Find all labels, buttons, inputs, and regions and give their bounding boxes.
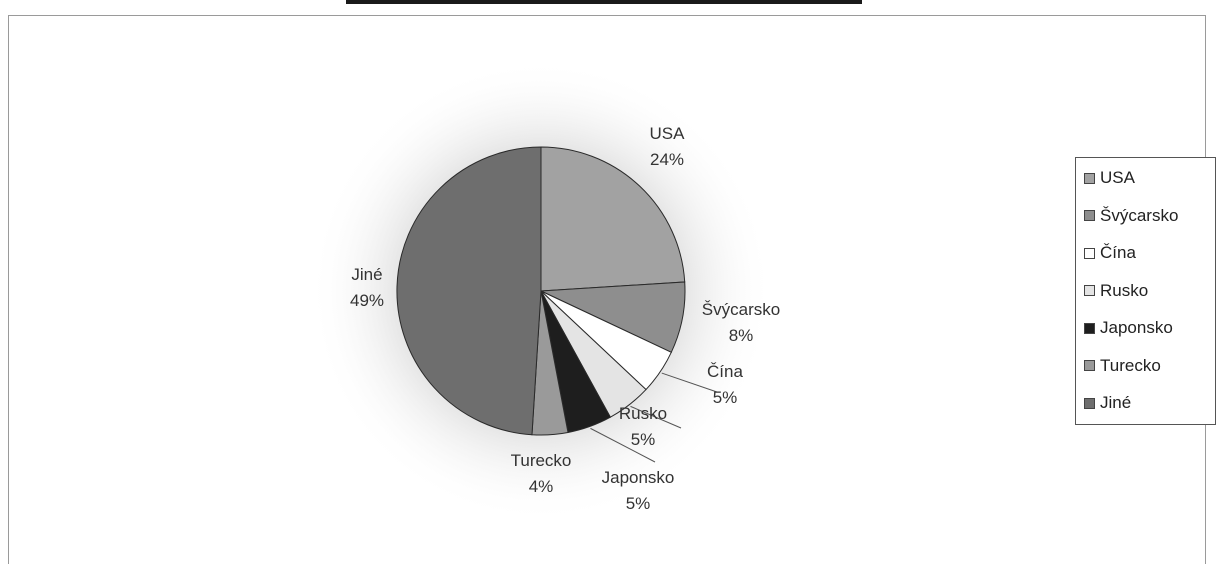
legend-item-jine: Jiné — [1084, 392, 1131, 414]
legend-swatch — [1084, 397, 1095, 409]
legend-label: Švýcarsko — [1100, 205, 1179, 225]
data-label-jine: Jiné 49% — [350, 265, 384, 310]
legend-item-turecko: Turecko — [1084, 355, 1161, 377]
data-label-percent: 8% — [729, 326, 754, 345]
legend-swatch — [1084, 172, 1095, 184]
legend-label: Čína — [1100, 243, 1136, 262]
data-label-name: Jiné — [351, 265, 382, 284]
legend-label: USA — [1100, 168, 1135, 187]
legend-swatch — [1084, 322, 1095, 334]
data-label-turecko: Turecko 4% — [511, 451, 572, 496]
data-label-percent: 49% — [350, 291, 384, 310]
pie-slice-jine — [396, 146, 542, 436]
data-label-percent: 24% — [650, 150, 684, 169]
data-label-name: Rusko — [619, 404, 667, 423]
data-label-cina: Čína 5% — [707, 362, 743, 407]
legend-swatch — [1084, 247, 1095, 259]
legend-item-svycarsko: Švýcarsko — [1084, 205, 1178, 227]
title-strip — [346, 0, 862, 4]
pie-slice-usa — [540, 146, 686, 292]
legend-label: Japonsko — [1100, 318, 1173, 337]
data-label-svycarsko: Švýcarsko 8% — [702, 300, 780, 345]
data-label-percent: 4% — [529, 477, 554, 496]
legend-item-japonsko: Japonsko — [1084, 317, 1173, 339]
leader-line-rusko — [630, 405, 682, 429]
legend-label: Turecko — [1100, 355, 1161, 375]
legend: USA Švýcarsko Čína Rusko Japonsko Turecko Jiné — [1075, 157, 1216, 425]
legend-swatch — [1084, 360, 1095, 371]
legend-item-rusko: Rusko — [1084, 280, 1148, 302]
legend-label: Jiné — [1100, 393, 1132, 412]
legend-item-cina: Čína — [1084, 242, 1136, 264]
legend-swatch — [1084, 285, 1095, 296]
data-label-percent: 5% — [626, 494, 651, 513]
data-label-name: USA — [650, 124, 686, 143]
data-label-percent: 5% — [713, 388, 738, 407]
legend-swatch — [1084, 210, 1095, 221]
leader-line-japonsko — [590, 427, 656, 463]
legend-item-usa: USA — [1084, 167, 1135, 189]
leader-line-cina — [661, 372, 718, 393]
data-label-japonsko: Japonsko 5% — [602, 468, 675, 513]
data-label-name: Čína — [707, 362, 743, 381]
data-label-rusko: Rusko 5% — [619, 404, 667, 449]
data-label-usa: USA 24% — [650, 124, 686, 169]
data-label-name: Japonsko — [602, 468, 675, 487]
data-label-name: Turecko — [511, 451, 572, 470]
data-label-name: Švýcarsko — [702, 300, 780, 319]
data-label-percent: 5% — [631, 430, 656, 449]
legend-label: Rusko — [1100, 280, 1149, 300]
